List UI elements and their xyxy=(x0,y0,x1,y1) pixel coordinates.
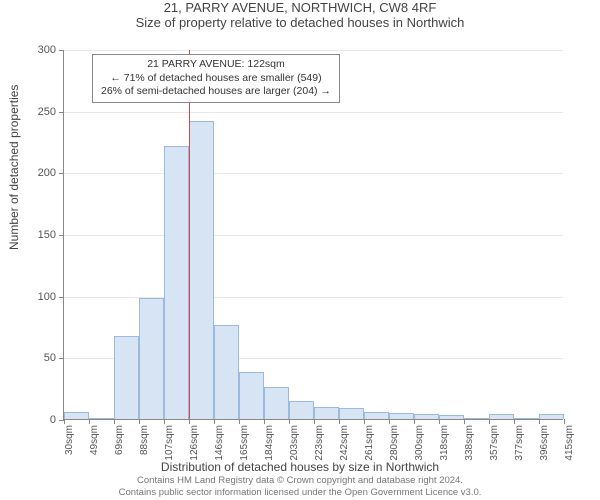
histogram-bar xyxy=(89,418,114,419)
x-tick xyxy=(539,419,540,424)
x-tick xyxy=(564,419,565,424)
x-tick-label: 261sqm xyxy=(364,425,375,461)
histogram-bar xyxy=(389,413,414,419)
y-tick-label: 50 xyxy=(44,352,64,364)
x-tick-label: 126sqm xyxy=(189,425,200,461)
histogram-bar xyxy=(439,415,464,419)
histogram-bar xyxy=(139,298,164,419)
y-tick-label: 150 xyxy=(38,229,64,241)
x-tick-label: 223sqm xyxy=(314,425,325,461)
histogram-bar xyxy=(189,121,214,419)
histogram-bar xyxy=(114,336,139,419)
x-tick xyxy=(364,419,365,424)
x-tick-label: 49sqm xyxy=(89,425,100,455)
x-tick xyxy=(389,419,390,424)
x-tick-label: 300sqm xyxy=(414,425,425,461)
x-tick-label: 396sqm xyxy=(539,425,550,461)
info-line-3: 26% of semi-detached houses are larger (… xyxy=(101,85,331,99)
x-tick xyxy=(314,419,315,424)
chart-title: 21, PARRY AVENUE, NORTHWICH, CW8 4RF xyxy=(0,0,600,15)
x-tick-label: 280sqm xyxy=(389,425,400,461)
marker-line xyxy=(189,50,190,419)
y-axis-label: Number of detached properties xyxy=(7,85,21,250)
x-tick xyxy=(289,419,290,424)
histogram-bar xyxy=(264,387,289,419)
x-tick xyxy=(139,419,140,424)
x-tick-label: 338sqm xyxy=(464,425,475,461)
histogram-bar xyxy=(239,372,264,419)
x-tick xyxy=(464,419,465,424)
info-line-2: ← 71% of detached houses are smaller (54… xyxy=(101,72,331,86)
x-tick-label: 165sqm xyxy=(239,425,250,461)
x-tick-label: 377sqm xyxy=(514,425,525,461)
info-box: 21 PARRY AVENUE: 122sqm ← 71% of detache… xyxy=(92,54,340,103)
x-tick xyxy=(264,419,265,424)
x-tick-label: 415sqm xyxy=(564,425,575,461)
x-tick-label: 30sqm xyxy=(64,425,75,455)
gridline xyxy=(64,50,563,51)
x-tick xyxy=(489,419,490,424)
x-tick-label: 203sqm xyxy=(289,425,300,461)
footer-line-1: Contains HM Land Registry data © Crown c… xyxy=(0,475,600,486)
x-tick-label: 184sqm xyxy=(264,425,275,461)
x-tick xyxy=(64,419,65,424)
histogram-bar xyxy=(464,418,489,419)
x-tick-label: 146sqm xyxy=(214,425,225,461)
x-tick xyxy=(89,419,90,424)
x-tick xyxy=(339,419,340,424)
x-axis-label: Distribution of detached houses by size … xyxy=(161,460,439,474)
footer-line-2: Contains public sector information licen… xyxy=(0,487,600,498)
histogram-bar xyxy=(289,401,314,420)
y-tick-label: 200 xyxy=(38,167,64,179)
y-tick-label: 100 xyxy=(38,291,64,303)
chart-container: 21, PARRY AVENUE, NORTHWICH, CW8 4RF Siz… xyxy=(0,0,600,500)
footer: Contains HM Land Registry data © Crown c… xyxy=(0,475,600,498)
x-tick xyxy=(414,419,415,424)
gridline xyxy=(64,235,563,236)
x-tick xyxy=(164,419,165,424)
x-tick-label: 357sqm xyxy=(489,425,500,461)
chart-subtitle: Size of property relative to detached ho… xyxy=(0,15,600,30)
info-line-1: 21 PARRY AVENUE: 122sqm xyxy=(101,58,331,72)
y-tick-label: 250 xyxy=(38,106,64,118)
x-tick xyxy=(114,419,115,424)
x-tick-label: 242sqm xyxy=(339,425,350,461)
x-tick xyxy=(239,419,240,424)
histogram-bar xyxy=(339,408,364,419)
y-tick-label: 0 xyxy=(50,414,64,426)
x-tick-label: 107sqm xyxy=(164,425,175,461)
histogram-bar xyxy=(214,325,239,419)
histogram-bar xyxy=(489,414,514,419)
histogram-bar xyxy=(539,414,564,419)
histogram-bar xyxy=(364,412,389,419)
gridline xyxy=(64,173,563,174)
x-tick xyxy=(214,419,215,424)
gridline xyxy=(64,112,563,113)
x-tick-label: 318sqm xyxy=(439,425,450,461)
x-tick-label: 88sqm xyxy=(139,425,150,455)
plot-area: 05010015020025030030sqm49sqm69sqm88sqm10… xyxy=(63,50,563,420)
x-tick xyxy=(189,419,190,424)
histogram-bar xyxy=(64,412,89,419)
histogram-bar xyxy=(314,407,339,419)
histogram-bar xyxy=(164,146,189,419)
histogram-bar xyxy=(514,418,539,419)
x-tick-label: 69sqm xyxy=(114,425,125,455)
y-tick-label: 300 xyxy=(38,44,64,56)
x-tick xyxy=(514,419,515,424)
histogram-bar xyxy=(414,414,439,419)
x-tick xyxy=(439,419,440,424)
